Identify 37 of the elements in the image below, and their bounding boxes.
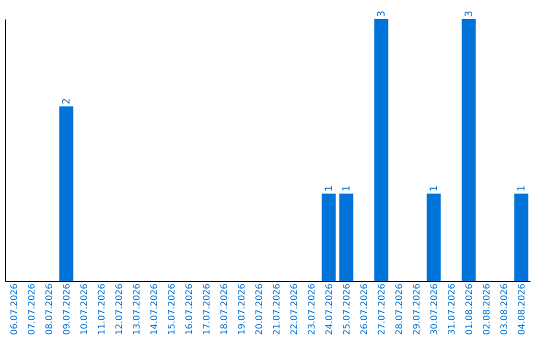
x-tick-label: 09.07.2026 <box>62 283 72 336</box>
x-tick-label: 24.07.2026 <box>324 283 335 336</box>
x-tick-label: 10.07.2026 <box>80 283 90 336</box>
x-tick-label: 25.07.2026 <box>342 283 352 336</box>
x-tick-label: 23.07.2026 <box>307 283 318 336</box>
x-tick-label: 21.07.2026 <box>272 283 282 336</box>
data-label: 3 <box>376 10 388 17</box>
x-tick-label: 27.07.2026 <box>377 283 388 336</box>
x-tick-label: 11.07.2026 <box>97 283 108 336</box>
x-tick-label: 26.07.2026 <box>360 283 370 336</box>
x-tick-label: 06.07.2026 <box>10 283 20 336</box>
x-tick-label: 01.08.2026 <box>464 283 475 336</box>
x-tick-label: 13.07.2026 <box>132 283 142 336</box>
x-tick-label: 02.08.2026 <box>482 283 492 336</box>
x-tick-label: 22.07.2026 <box>290 283 300 336</box>
x-tick-label: 18.07.2026 <box>220 283 230 336</box>
x-tick-label: 30.07.2026 <box>430 283 440 336</box>
x-tick-label: 12.07.2026 <box>114 283 125 336</box>
x-tick-label: 08.07.2026 <box>44 283 55 336</box>
x-tick-label: 28.07.2026 <box>394 283 405 336</box>
data-label: 3 <box>464 10 475 17</box>
x-tick-label: 17.07.2026 <box>202 283 212 336</box>
data-label: 2 <box>61 98 72 104</box>
x-tick-label: 14.07.2026 <box>150 283 160 336</box>
x-tick-label: 20.07.2026 <box>254 283 265 336</box>
x-tick-label: 16.07.2026 <box>184 283 195 336</box>
x-tick-label: 19.07.2026 <box>237 283 248 336</box>
data-label: 1 <box>341 185 352 192</box>
x-tick-label: 15.07.2026 <box>167 283 178 336</box>
x-tick-label: 29.07.2026 <box>412 283 422 336</box>
x-tick-label: 31.07.2026 <box>447 283 458 336</box>
data-label: 1 <box>428 185 440 192</box>
data-label: 1 <box>324 185 335 192</box>
x-tick-label: 04.08.2026 <box>517 283 528 336</box>
x-tick-label: 03.08.2026 <box>500 283 510 336</box>
data-label: 1 <box>516 185 528 192</box>
x-tick-label: 07.07.2026 <box>27 283 38 336</box>
